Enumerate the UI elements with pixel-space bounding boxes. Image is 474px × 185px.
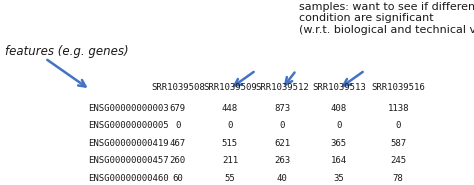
Text: 263: 263 [274,157,290,165]
Text: ENSG00000000460: ENSG00000000460 [88,174,168,183]
Text: 408: 408 [331,104,347,113]
Text: SRR1039508: SRR1039508 [151,83,205,92]
Text: 0: 0 [279,121,285,130]
Text: 365: 365 [331,139,347,148]
Text: ENSG00000000003: ENSG00000000003 [88,104,168,113]
Text: 873: 873 [274,104,290,113]
Text: 211: 211 [222,157,238,165]
Text: 78: 78 [393,174,403,183]
Text: SRR1039516: SRR1039516 [371,83,425,92]
Text: ENSG00000000419: ENSG00000000419 [88,139,168,148]
Text: ENSG00000000005: ENSG00000000005 [88,121,168,130]
Text: 164: 164 [331,157,347,165]
Text: 1138: 1138 [387,104,409,113]
Text: 55: 55 [225,174,235,183]
Text: 587: 587 [390,139,406,148]
Text: samples: want to see if differences across
condition are significant
(w.r.t. bio: samples: want to see if differences acro… [299,2,474,35]
Text: 260: 260 [170,157,186,165]
Text: 60: 60 [173,174,183,183]
Text: SRR1039513: SRR1039513 [312,83,366,92]
Text: SRR1039512: SRR1039512 [255,83,309,92]
Text: 40: 40 [277,174,287,183]
Text: 467: 467 [170,139,186,148]
Text: 0: 0 [336,121,342,130]
Text: 35: 35 [334,174,344,183]
Text: 0: 0 [227,121,233,130]
Text: 679: 679 [170,104,186,113]
Text: features (e.g. genes): features (e.g. genes) [5,45,128,58]
Text: 448: 448 [222,104,238,113]
Text: 245: 245 [390,157,406,165]
Text: SRR1039509: SRR1039509 [203,83,257,92]
Text: 0: 0 [395,121,401,130]
Text: 0: 0 [175,121,181,130]
Text: 515: 515 [222,139,238,148]
Text: 621: 621 [274,139,290,148]
Text: ENSG00000000457: ENSG00000000457 [88,157,168,165]
